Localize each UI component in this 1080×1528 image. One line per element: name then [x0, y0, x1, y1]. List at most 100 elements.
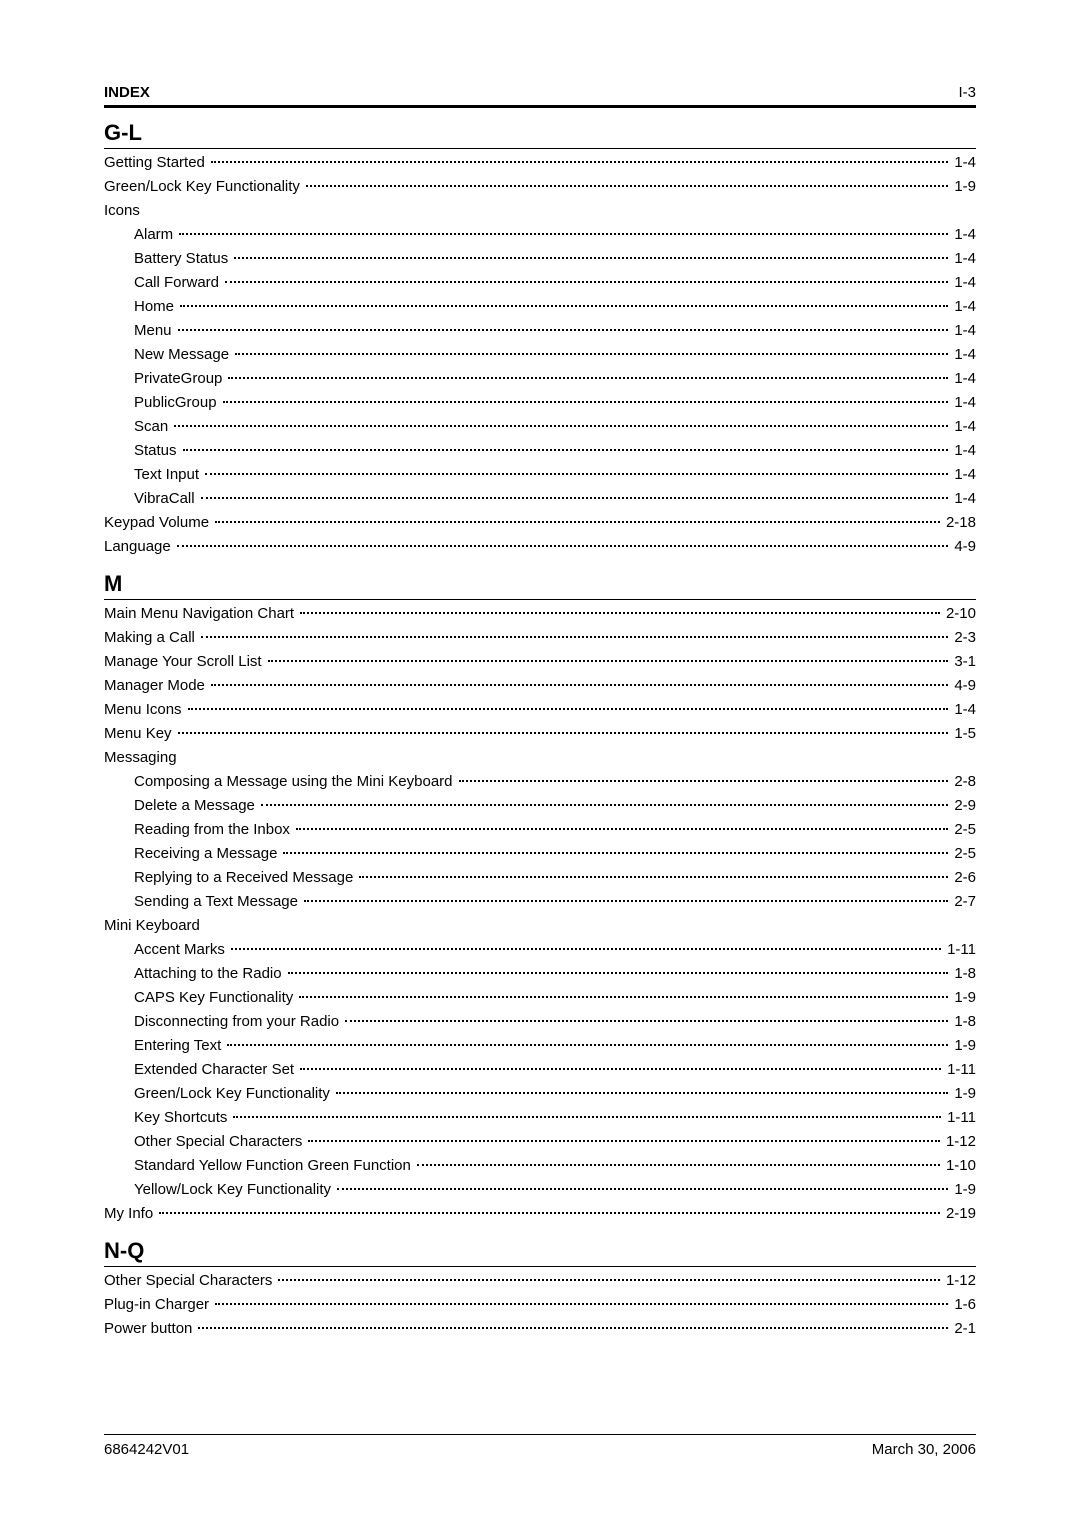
leader-dots — [174, 425, 948, 427]
leader-dots — [198, 1327, 948, 1329]
index-entry-page: 2-5 — [950, 842, 976, 866]
index-entry-label: Green/Lock Key Functionality — [104, 175, 304, 199]
index-entry-group: Icons — [104, 199, 976, 223]
footer-rule — [104, 1434, 976, 1435]
index-entry-page: 1-4 — [950, 295, 976, 319]
index-entry: Keypad Volume 2-18 — [104, 511, 976, 535]
index-entry-label: Manager Mode — [104, 674, 209, 698]
leader-dots — [215, 521, 940, 523]
leader-dots — [211, 161, 948, 163]
running-footer: 6864242V01 March 30, 2006 — [104, 1434, 976, 1458]
index-entry: CAPS Key Functionality 1-9 — [104, 986, 976, 1010]
section-heading: M — [104, 571, 976, 600]
header-left: INDEX — [104, 84, 150, 101]
index-entry-label: Call Forward — [134, 271, 223, 295]
index-entry: Battery Status 1-4 — [104, 247, 976, 271]
leader-dots — [304, 900, 948, 902]
index-entry: Making a Call2-3 — [104, 626, 976, 650]
index-entry: Key Shortcuts1-11 — [104, 1106, 976, 1130]
index-entry-page: 1-9 — [950, 1034, 976, 1058]
index-entry-label: Delete a Message — [134, 794, 259, 818]
index-entry: Menu Key1-5 — [104, 722, 976, 746]
index-entry-label: Entering Text — [134, 1034, 225, 1058]
index-entry-page: 2-9 — [950, 794, 976, 818]
index-entry: PublicGroup1-4 — [104, 391, 976, 415]
index-entry: Scan 1-4 — [104, 415, 976, 439]
header-right-page-number: I-3 — [958, 84, 976, 101]
index-entry-label: Home — [134, 295, 178, 319]
index-entry-label: Main Menu Navigation Chart — [104, 602, 298, 626]
index-entry-page: 1-11 — [943, 1058, 976, 1082]
leader-dots — [159, 1212, 940, 1214]
index-entry-page: 1-11 — [943, 1106, 976, 1130]
index-entry-page: 1-10 — [942, 1154, 976, 1178]
leader-dots — [201, 497, 949, 499]
index-entry-label: Scan — [134, 415, 172, 439]
index-entry-page: 2-3 — [950, 626, 976, 650]
index-entry: Text Input1-4 — [104, 463, 976, 487]
leader-dots — [178, 732, 949, 734]
leader-dots — [205, 473, 948, 475]
index-entry: Main Menu Navigation Chart2-10 — [104, 602, 976, 626]
index-entry: Disconnecting from your Radio1-8 — [104, 1010, 976, 1034]
index-entry-page: 1-9 — [950, 986, 976, 1010]
index-entry-label: Battery Status — [134, 247, 232, 271]
index-entry: Home 1-4 — [104, 295, 976, 319]
index-entry: Menu1-4 — [104, 319, 976, 343]
leader-dots — [178, 329, 949, 331]
leader-dots — [180, 305, 948, 307]
index-entry-label: CAPS Key Functionality — [134, 986, 297, 1010]
index-entry-group: Mini Keyboard — [104, 914, 976, 938]
header-rule — [104, 105, 976, 108]
index-entry-page: 1-12 — [942, 1130, 976, 1154]
index-entry-page: 1-4 — [950, 247, 976, 271]
index-entry-label: Other Special Characters — [104, 1269, 276, 1293]
index-entry: VibraCall 1-4 — [104, 487, 976, 511]
index-entry-label: Extended Character Set — [134, 1058, 298, 1082]
leader-dots — [345, 1020, 948, 1022]
index-entry-label: PrivateGroup — [134, 367, 226, 391]
index-entry-label: Keypad Volume — [104, 511, 213, 535]
index-entry-label: New Message — [134, 343, 233, 367]
footer-right-date: March 30, 2006 — [872, 1441, 976, 1458]
index-entry-page: 1-4 — [950, 367, 976, 391]
index-entry: Menu Icons 1-4 — [104, 698, 976, 722]
index-entry-page: 1-4 — [950, 223, 976, 247]
index-entry-page: 2-1 — [950, 1317, 976, 1341]
index-entry: Sending a Text Message2-7 — [104, 890, 976, 914]
index-entry-label: PublicGroup — [134, 391, 221, 415]
leader-dots — [234, 257, 948, 259]
index-entry-page: 1-4 — [950, 415, 976, 439]
leader-dots — [261, 804, 948, 806]
index-entry: Power button2-1 — [104, 1317, 976, 1341]
index-entry-label: VibraCall — [134, 487, 199, 511]
index-content: G-LGetting Started1-4Green/Lock Key Func… — [104, 120, 976, 1341]
index-entry-page: 1-12 — [942, 1269, 976, 1293]
index-entry: Attaching to the Radio1-8 — [104, 962, 976, 986]
index-entry: Green/Lock Key Functionality1-9 — [104, 175, 976, 199]
index-entry-page: 2-8 — [950, 770, 976, 794]
index-entry-page: 1-4 — [950, 698, 976, 722]
index-entry-label: Menu Icons — [104, 698, 186, 722]
index-entry-label: Composing a Message using the Mini Keybo… — [134, 770, 457, 794]
leader-dots — [177, 545, 949, 547]
section-heading: G-L — [104, 120, 976, 149]
index-entry-page: 1-5 — [950, 722, 976, 746]
leader-dots — [223, 401, 949, 403]
index-entry-label: Manage Your Scroll List — [104, 650, 266, 674]
index-entry-page: 2-18 — [942, 511, 976, 535]
leader-dots — [337, 1188, 948, 1190]
index-entry: Call Forward1-4 — [104, 271, 976, 295]
index-entry-page: 1-4 — [950, 463, 976, 487]
leader-dots — [300, 612, 940, 614]
leader-dots — [268, 660, 949, 662]
section-heading: N-Q — [104, 1238, 976, 1267]
index-entry-label: Alarm — [134, 223, 177, 247]
index-entry-page: 1-11 — [943, 938, 976, 962]
index-entry-page: 1-4 — [950, 151, 976, 175]
index-entry-page: 2-5 — [950, 818, 976, 842]
leader-dots — [288, 972, 949, 974]
index-entry-page: 1-4 — [950, 487, 976, 511]
leader-dots — [336, 1092, 948, 1094]
index-entry-page: 4-9 — [950, 674, 976, 698]
